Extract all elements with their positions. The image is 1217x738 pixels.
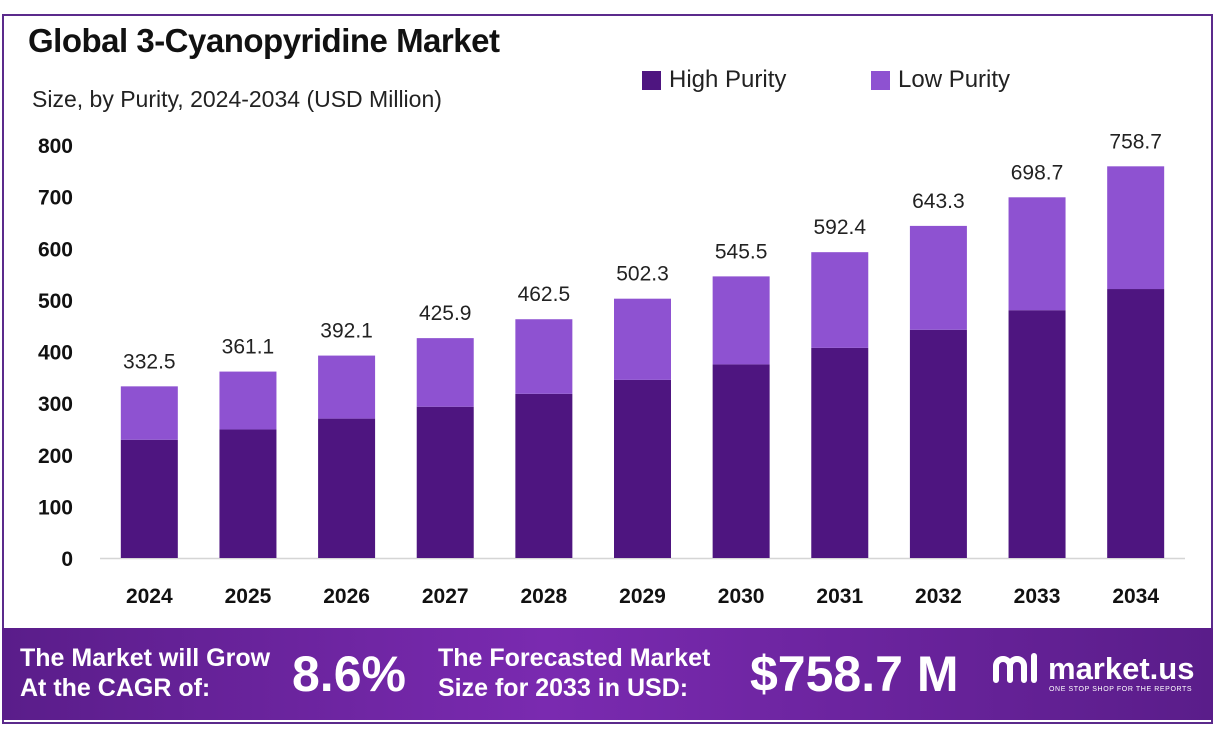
- forecast-label: The Forecasted Market Size for 2033 in U…: [438, 643, 710, 703]
- bar-total-label: 462.5: [518, 283, 571, 306]
- bar-chart: 0 100 200 300 400 500 600 700 800 332.5 2024 361.1 2…: [38, 130, 1185, 608]
- bar-low-purity: [416, 338, 474, 407]
- bar-high-purity: [120, 439, 178, 558]
- bar-total-label: 392.1: [320, 320, 373, 343]
- bar-total-label: 698.7: [1011, 161, 1064, 184]
- bar-total-label: 502.3: [616, 263, 669, 286]
- bar-high-purity: [416, 406, 474, 558]
- bar-low-purity: [515, 319, 573, 394]
- bar-low-purity: [811, 252, 869, 348]
- x-tick-label: 2025: [225, 585, 272, 608]
- legend-label-high-purity: High Purity: [669, 66, 787, 93]
- bar-total-label: 361.1: [222, 336, 275, 359]
- y-tick-label: 300: [38, 393, 73, 416]
- bar-high-purity: [515, 393, 573, 558]
- market-us-logo-tagline: ONE STOP SHOP FOR THE REPORTS: [1049, 686, 1193, 693]
- bar-high-purity: [318, 418, 376, 558]
- cagr-label-line2: At the CAGR of:: [20, 674, 211, 702]
- x-tick-label: 2033: [1014, 585, 1061, 608]
- x-tick-label: 2031: [816, 585, 863, 608]
- bar-low-purity: [1008, 197, 1066, 311]
- market-us-logo: market.us ONE STOP SHOP FOR THE REPORTS: [992, 650, 1207, 700]
- y-tick-label: 700: [38, 187, 73, 210]
- bar-high-purity: [1107, 289, 1165, 558]
- y-tick-label: 200: [38, 445, 73, 468]
- x-tick-label: 2032: [915, 585, 962, 608]
- bar-low-purity: [712, 276, 770, 365]
- legend-label-low-purity: Low Purity: [898, 66, 1011, 93]
- bar-high-purity: [614, 379, 671, 558]
- y-tick-label: 800: [38, 135, 73, 158]
- forecast-label-line1: The Forecasted Market: [438, 644, 711, 672]
- x-tick-label: 2029: [619, 585, 666, 608]
- bar-high-purity: [712, 364, 770, 558]
- bar-high-purity: [1008, 310, 1066, 558]
- forecast-value: $758.7 M: [750, 646, 959, 702]
- legend-swatch-high-purity: [642, 70, 661, 90]
- y-tick-label: 600: [38, 238, 73, 261]
- bar-low-purity: [614, 298, 671, 380]
- cagr-label-line1: The Market will Grow: [20, 644, 271, 672]
- bar-low-purity: [219, 371, 277, 430]
- x-tick-label: 2028: [521, 585, 568, 608]
- x-tick-label: 2024: [126, 585, 173, 608]
- y-tick-label: 100: [38, 496, 73, 519]
- bar-low-purity: [909, 225, 967, 330]
- x-tick-label: 2026: [323, 585, 370, 608]
- forecast-label-line2: Size for 2033 in USD:: [438, 674, 689, 702]
- bar-total-label: 592.4: [813, 216, 866, 239]
- bar-total-label: 643.3: [912, 190, 965, 213]
- bar-low-purity: [120, 386, 178, 440]
- bar-low-purity: [1107, 166, 1165, 290]
- bar-high-purity: [909, 329, 967, 558]
- y-tick-label: 500: [38, 290, 73, 313]
- cagr-label: The Market will Grow At the CAGR of:: [20, 643, 270, 703]
- x-tick-label: 2027: [422, 585, 469, 608]
- legend-item-high-purity: High Purity: [642, 66, 786, 94]
- bar-low-purity: [318, 355, 376, 419]
- x-tick-label: 2034: [1112, 585, 1159, 608]
- y-tick-label: 400: [38, 342, 73, 365]
- bar-total-label: 545.5: [715, 240, 768, 263]
- bar-high-purity: [811, 347, 869, 558]
- chart-title: Global 3-Cyanopyridine Market: [28, 22, 500, 59]
- legend-item-low-purity: Low Purity: [871, 66, 1010, 94]
- legend-swatch-low-purity: [871, 70, 890, 90]
- bar-total-label: 758.7: [1109, 130, 1162, 153]
- bar-high-purity: [219, 429, 277, 558]
- summary-banner: The Market will Grow At the CAGR of: 8.6…: [2, 628, 1213, 720]
- market-us-logo-text: market.us: [1048, 651, 1195, 686]
- cagr-value: 8.6%: [292, 646, 406, 702]
- y-tick-label: 0: [61, 548, 73, 571]
- x-tick-label: 2030: [718, 585, 765, 608]
- market-us-logo-icon: [993, 653, 1037, 683]
- chart-subtitle: Size, by Purity, 2024-2034 (USD Million): [32, 86, 442, 112]
- bar-total-label: 332.5: [123, 350, 176, 373]
- bar-total-label: 425.9: [419, 302, 472, 325]
